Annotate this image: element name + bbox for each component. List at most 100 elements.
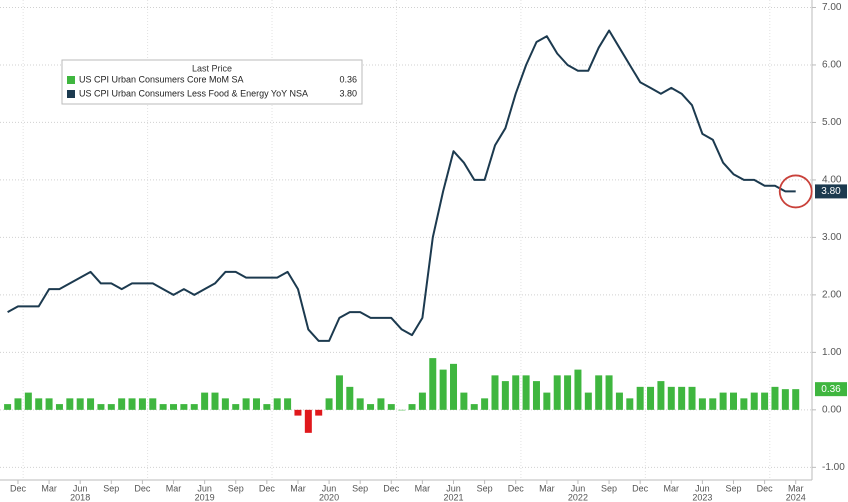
x-tick-label: Mar [166, 483, 182, 493]
y-tick-label: 4.00 [822, 175, 842, 186]
y-tick-label: 1.00 [822, 347, 842, 358]
last-value-tag [815, 382, 847, 397]
x-tick-label: Mar [415, 483, 431, 493]
bar [429, 358, 437, 410]
x-tick-label: Sep [352, 483, 368, 493]
bar [740, 398, 748, 410]
bar [180, 404, 188, 410]
legend-label: US CPI Urban Consumers Core MoM SA [79, 74, 244, 84]
bar [709, 398, 717, 410]
x-tick-label: Mar [41, 483, 57, 493]
bar [284, 398, 292, 410]
bar [470, 404, 478, 410]
bar [294, 409, 302, 416]
bar [595, 375, 603, 410]
bar [159, 404, 167, 410]
bar [325, 398, 333, 410]
bar [387, 404, 395, 410]
bar [522, 375, 530, 410]
bar [35, 398, 43, 410]
x-year-label: 2021 [443, 492, 463, 502]
bar [719, 392, 727, 410]
marks [4, 29, 800, 433]
highlight-circle [778, 174, 813, 209]
bar [55, 404, 63, 410]
bar [76, 398, 84, 410]
bar [398, 409, 406, 411]
x-tick-label: Dec [508, 483, 525, 493]
x-tick-label: Jun [197, 483, 212, 493]
bar [190, 404, 198, 410]
y-tick-label: 2.00 [822, 290, 842, 301]
bar [491, 375, 499, 410]
bar [97, 404, 105, 410]
bar [543, 392, 551, 410]
bar [532, 381, 540, 410]
bar [792, 389, 800, 410]
x-tick-label: Dec [757, 483, 774, 493]
y-tick-label: -1.00 [822, 462, 845, 473]
bar [346, 386, 354, 410]
legend-value: 3.80 [339, 88, 357, 98]
bar [667, 386, 675, 410]
x-tick-label: Sep [601, 483, 617, 493]
x-tick-label: Sep [103, 483, 119, 493]
x-tick-label: Dec [10, 483, 27, 493]
line [7, 29, 796, 342]
bar [481, 398, 489, 410]
legend-label: US CPI Urban Consumers Less Food & Energ… [79, 88, 308, 98]
bar [688, 386, 696, 410]
bar [4, 404, 12, 410]
bar [252, 398, 260, 410]
x-tick-label: Sep [228, 483, 244, 493]
bar [460, 392, 468, 410]
bar [315, 409, 323, 416]
bar [615, 392, 623, 410]
bar [450, 363, 458, 410]
bar [678, 386, 686, 410]
y-tick-label: 5.00 [822, 117, 842, 128]
bar [553, 375, 561, 410]
x-tick-label: Mar [539, 483, 555, 493]
bar [730, 392, 737, 410]
bar [408, 404, 416, 410]
bar [14, 398, 22, 410]
x-year-label: 2019 [195, 492, 215, 502]
x-tick-label: Mar [788, 483, 804, 493]
x-year-label: 2022 [568, 492, 588, 502]
bar [221, 398, 229, 410]
y-tick-label: 3.00 [822, 232, 842, 243]
y-tick-label: 0.00 [822, 404, 842, 415]
bar [138, 398, 146, 410]
legend-title: Last Price [192, 63, 232, 73]
bar [636, 386, 644, 410]
x-tick-label: Dec [259, 483, 276, 493]
bar [418, 392, 426, 410]
x-tick-label: Jun [73, 483, 88, 493]
x-year-label: 2024 [786, 492, 806, 502]
bar [512, 375, 520, 410]
bar [263, 404, 271, 410]
x-tick-label: Dec [632, 483, 649, 493]
bar [242, 398, 250, 410]
bar [128, 398, 136, 410]
bar [149, 398, 157, 410]
legend-swatch [67, 76, 75, 84]
y-tick-label: 6.00 [822, 60, 842, 71]
x-tick-label: Jun [695, 483, 710, 493]
x-tick-label: Dec [383, 483, 400, 493]
x-tick-label: Jun [322, 483, 337, 493]
bar [273, 398, 281, 410]
grid [0, 0, 812, 480]
y-tick-label: 7.00 [822, 2, 842, 13]
bar [356, 398, 364, 410]
bar [439, 369, 447, 410]
bar [118, 398, 126, 410]
bar [771, 386, 779, 410]
bar [66, 398, 74, 410]
legend-box [61, 59, 363, 105]
bar [564, 375, 572, 410]
x-tick-label: Jun [446, 483, 461, 493]
bar [170, 404, 178, 410]
x-tick-label: Sep [725, 483, 741, 493]
